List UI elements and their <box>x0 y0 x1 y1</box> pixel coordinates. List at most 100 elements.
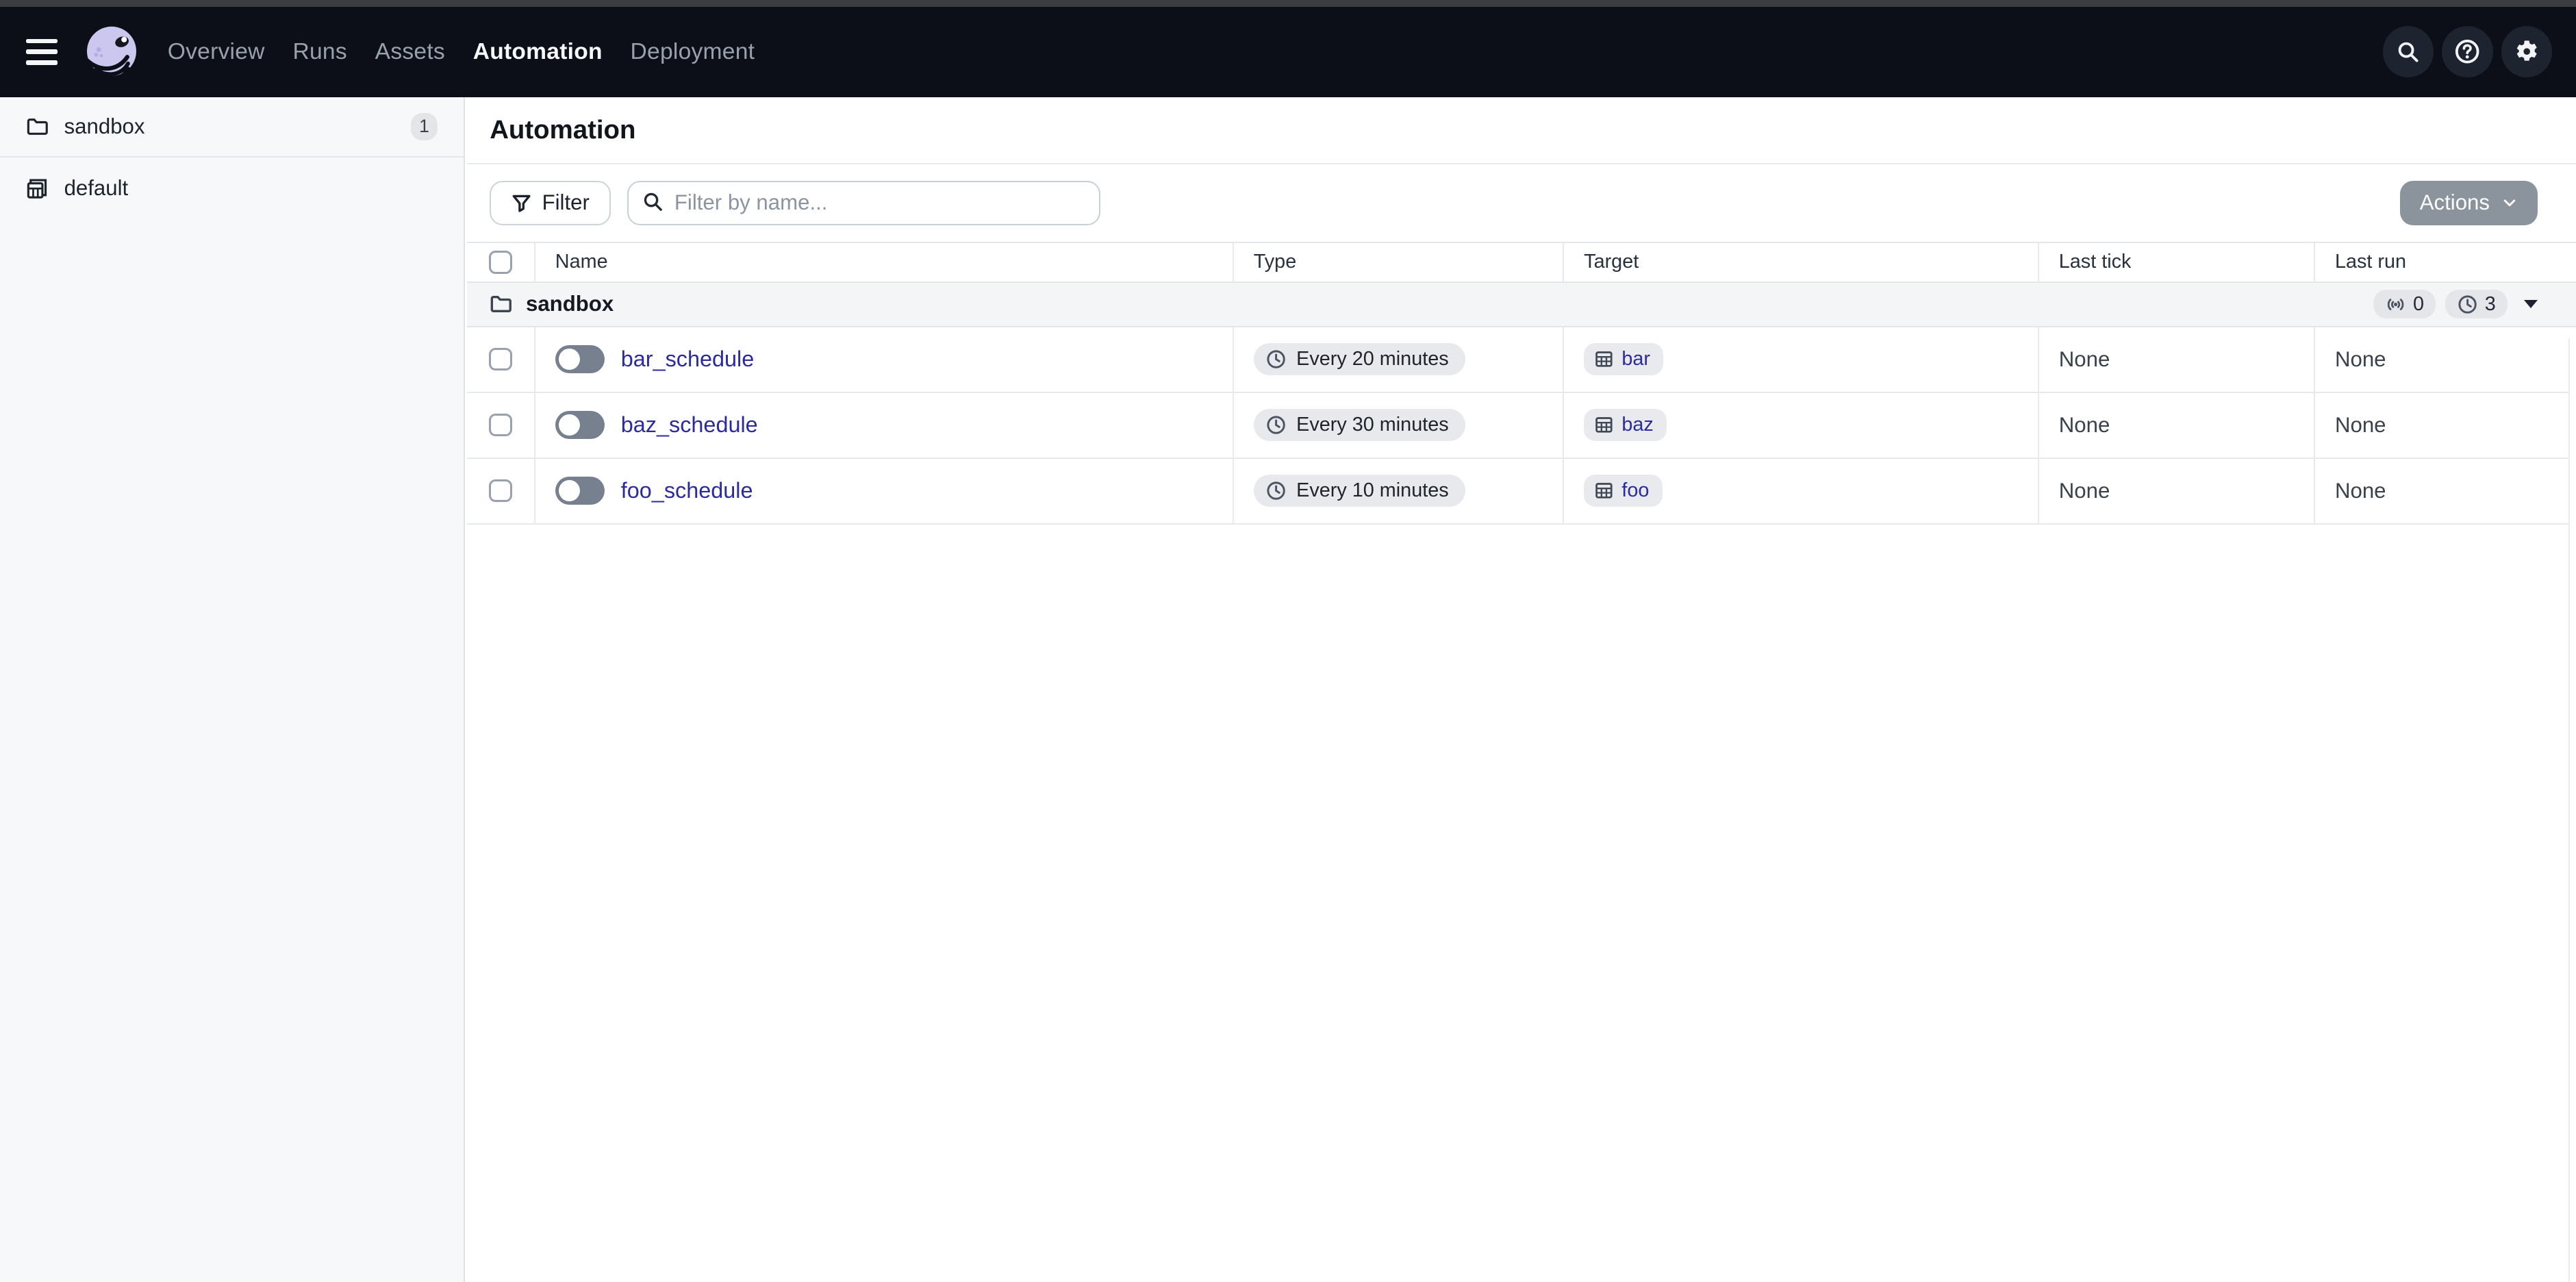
code-location-icon <box>27 179 47 199</box>
top-nav: Overview Runs Assets Automation Deployme… <box>0 6 2576 97</box>
main-content: Automation Filter Actions Name Type Tar <box>466 97 2576 1282</box>
schedule-toggle[interactable] <box>555 411 605 439</box>
schedule-count-pill[interactable]: 3 <box>2445 289 2508 319</box>
schedule-type-label: Every 10 minutes <box>1296 479 1449 502</box>
row-checkbox[interactable] <box>488 347 512 371</box>
last-run-value: None <box>2334 412 2386 437</box>
last-tick-value: None <box>2058 478 2110 503</box>
nav-item-assets[interactable]: Assets <box>375 38 445 64</box>
target-cell: bar <box>1563 327 2038 392</box>
schedule-toggle[interactable] <box>555 345 605 373</box>
table-icon <box>1595 483 1613 499</box>
last-tick-cell: None <box>2037 327 2314 392</box>
schedule-link[interactable]: baz_schedule <box>620 412 758 438</box>
schedule-type-pill: Every 20 minutes <box>1253 342 1465 376</box>
clock-icon <box>1267 481 1285 500</box>
clock-icon <box>1267 416 1285 434</box>
toolbar: Filter Actions <box>467 164 2576 242</box>
repo-group-row[interactable]: sandbox 0 3 <box>466 282 2576 327</box>
filter-button[interactable]: Filter <box>490 180 611 225</box>
row-checkbox[interactable] <box>488 413 512 437</box>
sensor-count-pill[interactable]: 0 <box>2373 289 2436 319</box>
table-row: bar_schedule Every 20 minutes bar None N… <box>466 327 2576 393</box>
nav-item-automation[interactable]: Automation <box>472 38 603 64</box>
page-title: Automation <box>490 114 636 144</box>
window-chrome-strip <box>0 0 2576 7</box>
filter-by-name-input[interactable] <box>627 180 1100 225</box>
folder-icon <box>27 118 49 136</box>
last-run-cell: None <box>2314 327 2576 392</box>
column-header-last-tick: Last tick <box>2037 242 2314 281</box>
menu-icon[interactable] <box>26 32 66 72</box>
schedule-type-label: Every 30 minutes <box>1296 414 1449 436</box>
last-tick-value: None <box>2058 412 2110 437</box>
target-pill[interactable]: bar <box>1584 342 1664 376</box>
nav-item-runs[interactable]: Runs <box>292 38 347 64</box>
sidebar-item-label: default <box>64 175 129 200</box>
table-header-row: Name Type Target Last tick Last run <box>466 241 2576 283</box>
schedule-type-label: Every 20 minutes <box>1296 348 1449 370</box>
repo-group-name: sandbox <box>525 292 614 316</box>
gear-icon[interactable] <box>2501 26 2553 77</box>
last-run-value: None <box>2334 347 2386 371</box>
scrollbar[interactable] <box>2568 338 2576 1282</box>
schedule-type-pill: Every 10 minutes <box>1253 474 1465 507</box>
search-icon[interactable] <box>2383 26 2434 77</box>
folder-icon <box>490 296 512 313</box>
schedule-toggle[interactable] <box>555 477 605 505</box>
sidebar-item-default[interactable]: default <box>0 158 464 218</box>
page-header: Automation <box>466 97 2576 164</box>
sidebar-count-badge: 1 <box>411 112 438 141</box>
clock-icon <box>1267 350 1285 368</box>
last-run-value: None <box>2334 478 2386 503</box>
last-run-cell: None <box>2314 392 2576 457</box>
target-pill[interactable]: baz <box>1584 408 1667 442</box>
chevron-down-icon <box>2503 199 2516 207</box>
nav-item-deployment[interactable]: Deployment <box>630 38 755 64</box>
row-select-cell <box>467 459 534 523</box>
dagster-logo[interactable] <box>79 19 144 85</box>
help-icon[interactable] <box>2442 26 2493 77</box>
table-row: foo_schedule Every 10 minutes foo None N… <box>466 458 2576 525</box>
name-cell: baz_schedule <box>533 392 1233 457</box>
nav-actions <box>2383 26 2553 77</box>
table-icon <box>1595 417 1613 433</box>
target-pill[interactable]: foo <box>1584 474 1663 507</box>
sensor-icon <box>2388 298 2404 310</box>
type-cell: Every 10 minutes <box>1232 458 1563 523</box>
collapse-caret-icon[interactable] <box>2523 300 2538 309</box>
last-tick-value: None <box>2058 347 2110 371</box>
schedule-link[interactable]: foo_schedule <box>620 478 753 503</box>
actions-button[interactable]: Actions <box>2399 180 2538 225</box>
target-cell: baz <box>1563 392 2038 457</box>
name-cell: foo_schedule <box>533 458 1233 523</box>
schedule-type-pill: Every 30 minutes <box>1253 408 1465 442</box>
row-checkbox[interactable] <box>488 479 512 503</box>
row-select-cell <box>467 393 534 457</box>
column-header-target: Target <box>1563 242 2038 281</box>
name-cell: bar_schedule <box>533 327 1233 392</box>
sidebar-item-sandbox[interactable]: sandbox 1 <box>0 97 464 158</box>
row-select-cell <box>467 327 534 392</box>
column-header-name: Name <box>533 242 1233 281</box>
schedule-link[interactable]: bar_schedule <box>620 347 755 372</box>
search-icon <box>644 193 663 212</box>
table-icon <box>1595 351 1613 367</box>
clock-icon <box>2458 295 2477 314</box>
select-all-checkbox[interactable] <box>488 250 512 274</box>
sidebar: sandbox 1 default <box>0 97 466 1282</box>
last-tick-cell: None <box>2037 392 2314 457</box>
type-cell: Every 20 minutes <box>1232 327 1563 392</box>
nav-item-overview[interactable]: Overview <box>167 38 265 64</box>
target-label: foo <box>1621 479 1650 502</box>
last-run-cell: None <box>2314 458 2576 523</box>
funnel-icon <box>512 194 531 212</box>
primary-nav: Overview Runs Assets Automation Deployme… <box>168 39 755 65</box>
schedule-count: 3 <box>2484 292 2496 315</box>
sensor-count: 0 <box>2413 292 2425 315</box>
last-tick-cell: None <box>2037 458 2314 523</box>
table-row: baz_schedule Every 30 minutes baz None N… <box>466 392 2576 459</box>
actions-button-label: Actions <box>2419 190 2490 215</box>
automation-table: Name Type Target Last tick Last run sand… <box>466 241 2576 525</box>
